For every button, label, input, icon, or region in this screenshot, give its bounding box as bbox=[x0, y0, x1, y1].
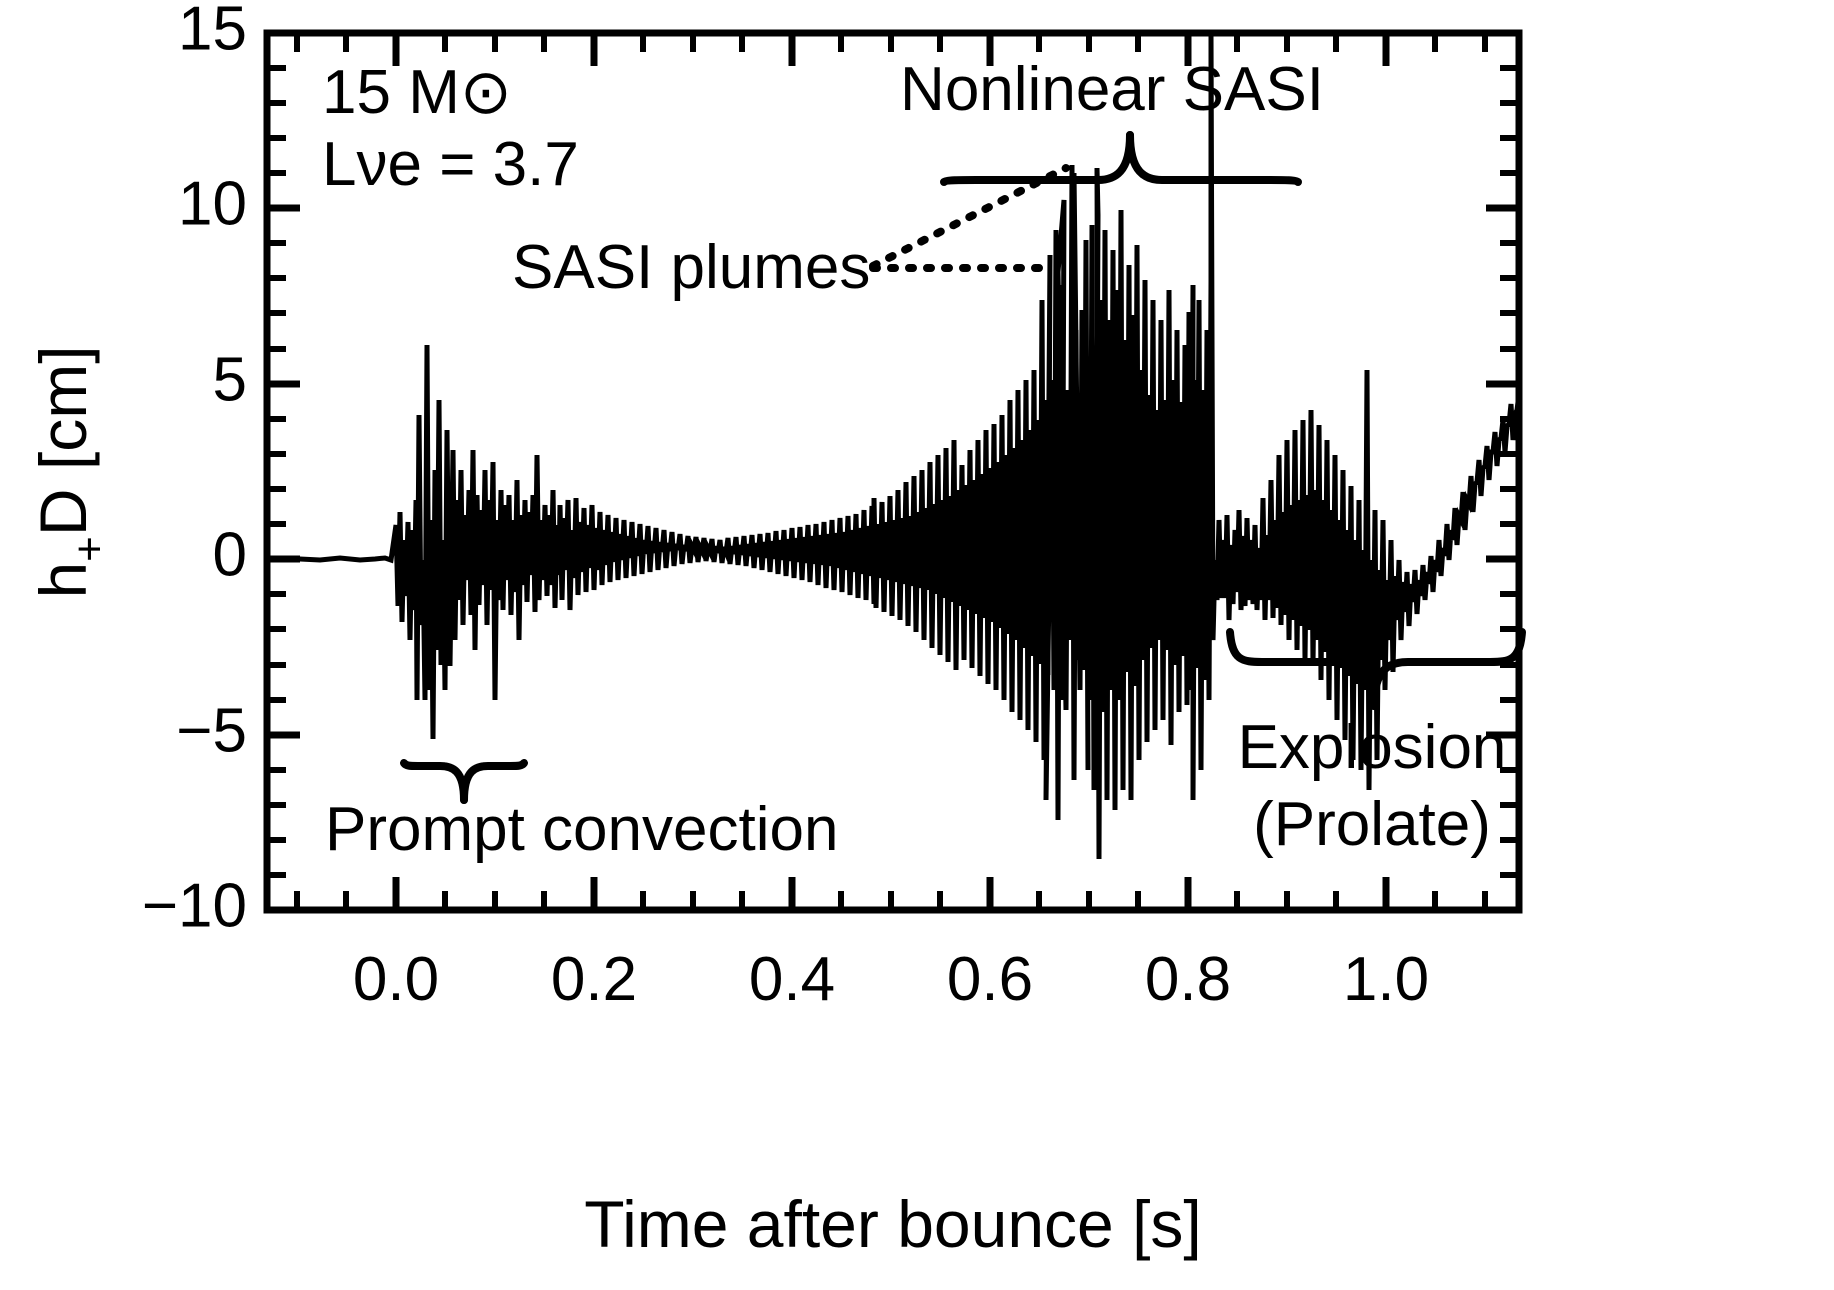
x-tick-label: 0.8 bbox=[1145, 945, 1231, 1014]
model-label-luminosity: Lνe = 3.7 bbox=[322, 130, 579, 199]
sasi-plumes-leader-diagonal bbox=[869, 164, 1070, 270]
explosion-brace-left bbox=[1226, 628, 1378, 710]
prompt-convection-annotation: Prompt convection bbox=[325, 759, 838, 864]
prompt-convection-brace-right bbox=[460, 759, 528, 804]
explosion-prolate-label: (Prolate) bbox=[1253, 790, 1491, 859]
y-tick-label: 15 bbox=[178, 0, 247, 63]
y-tick-label: 0 bbox=[213, 520, 247, 589]
y-axis-title-plus: + bbox=[65, 536, 114, 562]
model-annotations: 15 M⊙ Lνe = 3.7 bbox=[322, 58, 579, 199]
x-axis-title: Time after bounce [s] bbox=[584, 1187, 1202, 1261]
explosion-label: Explosion bbox=[1238, 713, 1507, 782]
prompt-convection-label: Prompt convection bbox=[325, 795, 838, 864]
explosion-annotation: Explosion (Prolate) bbox=[1226, 628, 1526, 859]
nonlinear-sasi-label: Nonlinear SASI bbox=[900, 55, 1324, 124]
y-axis-title-unit: [cm] bbox=[26, 345, 100, 470]
y-axis-title: h+D [cm] bbox=[26, 345, 114, 598]
x-tick-label: 1.0 bbox=[1343, 945, 1429, 1014]
nonlinear-sasi-brace bbox=[940, 131, 1134, 186]
y-tick-label: 10 bbox=[178, 169, 247, 238]
sasi-plumes-annotation: SASI plumes bbox=[512, 164, 1070, 302]
prompt-convection-brace-left bbox=[400, 759, 468, 804]
svg-text:Lνe = 3.7: Lνe = 3.7 bbox=[322, 130, 579, 199]
nonlinear-sasi-annotation: Nonlinear SASI bbox=[900, 55, 1324, 186]
y-axis-title-D: D bbox=[26, 488, 100, 536]
x-tick-label: 0.0 bbox=[353, 945, 439, 1014]
sasi-plumes-label: SASI plumes bbox=[512, 233, 870, 302]
y-tick-label: 5 bbox=[213, 345, 247, 414]
svg-text:h+D [cm]: h+D [cm] bbox=[26, 345, 114, 598]
svg-text:15 M⊙: 15 M⊙ bbox=[322, 58, 512, 127]
gw-strain-series bbox=[267, 32, 1522, 860]
model-label-mass: 15 M⊙ bbox=[322, 58, 512, 127]
y-axis-title-h: h bbox=[26, 562, 100, 599]
x-axis-minor-ticks bbox=[294, 33, 1488, 910]
x-tick-label: 0.6 bbox=[947, 945, 1033, 1014]
y-axis-minor-ticks bbox=[267, 65, 1519, 878]
x-tick-label: 0.2 bbox=[551, 945, 637, 1014]
nonlinear-sasi-brace-right bbox=[1126, 131, 1302, 186]
y-tick-label: −10 bbox=[142, 871, 247, 940]
x-tick-label: 0.4 bbox=[749, 945, 835, 1014]
x-axis-major-ticks bbox=[392, 33, 1390, 910]
y-tick-label: −5 bbox=[176, 696, 247, 765]
x-tick-labels: 0.0 0.2 0.4 0.6 0.8 1.0 bbox=[353, 945, 1429, 1014]
y-tick-labels: 15 10 5 0 −5 −10 bbox=[142, 0, 247, 940]
explosion-brace-right bbox=[1370, 628, 1526, 710]
